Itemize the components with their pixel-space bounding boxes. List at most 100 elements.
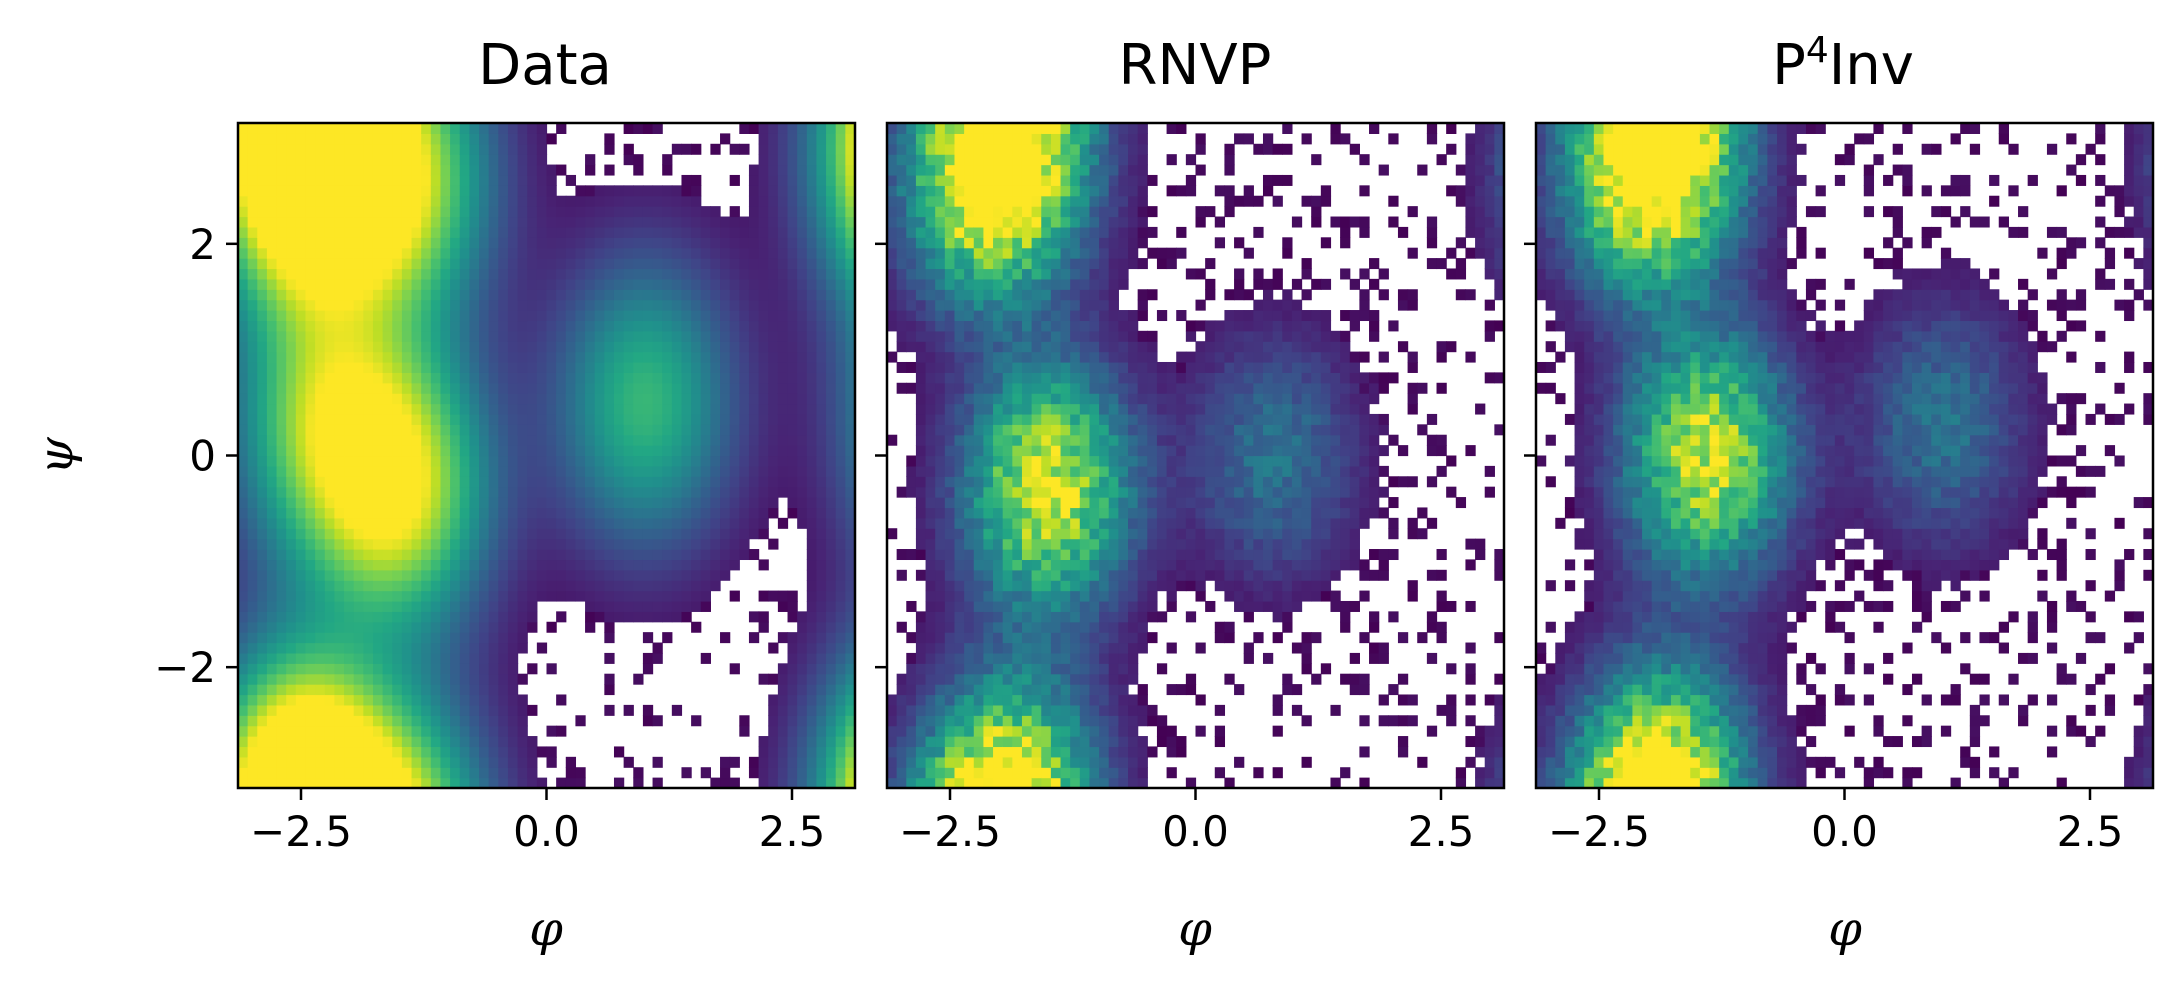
heatmap-cell xyxy=(440,704,451,716)
heatmap-cell xyxy=(845,143,856,155)
heatmap-cell xyxy=(633,237,644,249)
heatmap-cell xyxy=(964,237,975,249)
heatmap-cell xyxy=(1031,403,1042,415)
heatmap-cell xyxy=(954,393,965,405)
heatmap-cell xyxy=(266,465,278,477)
heatmap-cell xyxy=(257,341,268,353)
heatmap-cell xyxy=(983,403,994,415)
heatmap-cell xyxy=(450,767,461,779)
heatmap-cell xyxy=(238,580,249,592)
heatmap-cell xyxy=(286,580,297,592)
heatmap-cell xyxy=(536,559,548,571)
heatmap-cell xyxy=(401,299,413,311)
heatmap-cell xyxy=(681,393,692,405)
heatmap-cell xyxy=(806,226,818,238)
heatmap-cell xyxy=(344,216,355,228)
heatmap-cell xyxy=(954,413,965,425)
heatmap-cell xyxy=(238,372,249,384)
heatmap-cell xyxy=(944,611,956,623)
heatmap-cell xyxy=(295,652,307,664)
heatmap-cell xyxy=(758,517,769,529)
heatmap-cell xyxy=(498,736,509,748)
heatmap-cell xyxy=(392,476,403,488)
heatmap-cell xyxy=(1079,174,1091,186)
heatmap-cell xyxy=(944,767,956,779)
heatmap-cell xyxy=(507,382,519,394)
heatmap-cell xyxy=(430,247,442,259)
heatmap-cell xyxy=(295,424,307,436)
heatmap-cell xyxy=(585,226,596,238)
heatmap-cell xyxy=(983,341,994,353)
heatmap-cell xyxy=(594,476,605,488)
heatmap-cell xyxy=(613,258,625,270)
heatmap-cell xyxy=(469,590,480,602)
heatmap-cell xyxy=(565,237,577,249)
heatmap-cell xyxy=(401,237,413,249)
heatmap-cell xyxy=(401,559,413,571)
heatmap-cell xyxy=(826,663,837,675)
heatmap-cell xyxy=(305,195,316,207)
heatmap-cell xyxy=(691,590,702,602)
heatmap-cell xyxy=(305,445,316,457)
heatmap-cell xyxy=(691,206,702,218)
heatmap-cell xyxy=(585,247,596,259)
heatmap-cell xyxy=(983,580,994,592)
heatmap-cell xyxy=(758,278,769,290)
heatmap-cell xyxy=(691,621,702,633)
heatmap-cell xyxy=(556,549,567,561)
heatmap-cell xyxy=(633,361,644,373)
heatmap-cell xyxy=(1099,310,1110,322)
heatmap-cell xyxy=(710,310,721,322)
heatmap-cell xyxy=(344,777,355,789)
heatmap-cell xyxy=(604,413,615,425)
heatmap-cell xyxy=(925,642,936,654)
heatmap-cell xyxy=(1089,621,1100,633)
heatmap-cell xyxy=(266,569,278,581)
heatmap-cell xyxy=(266,289,278,301)
heatmap-cell xyxy=(1060,507,1071,519)
heatmap-cell xyxy=(613,320,625,332)
heatmap-cell xyxy=(430,226,442,238)
heatmap-cell xyxy=(363,756,374,768)
heatmap-cell xyxy=(392,497,403,509)
heatmap-cell xyxy=(887,715,898,727)
heatmap-cell xyxy=(286,465,297,477)
heatmap-cell xyxy=(1002,216,1013,228)
heatmap-cell xyxy=(594,341,605,353)
heatmap-cell xyxy=(324,736,336,748)
heatmap-cell xyxy=(806,361,818,373)
heatmap-cell xyxy=(401,320,413,332)
heatmap-cell xyxy=(334,413,345,425)
heatmap-cell xyxy=(305,621,316,633)
heatmap-cell xyxy=(887,289,898,301)
heatmap-cell xyxy=(896,278,907,290)
heatmap-cell xyxy=(925,237,936,249)
heatmap-cell xyxy=(1050,528,1062,540)
heatmap-cell xyxy=(315,143,326,155)
heatmap-cell xyxy=(710,330,721,342)
heatmap-cell xyxy=(973,611,985,623)
heatmap-cell xyxy=(286,361,297,373)
heatmap-cell xyxy=(421,455,432,467)
heatmap-cell xyxy=(935,278,946,290)
heatmap-cell xyxy=(623,455,634,467)
heatmap-cell xyxy=(915,465,927,477)
heatmap-cell xyxy=(305,434,316,446)
heatmap-cell xyxy=(344,278,355,290)
heatmap-cell xyxy=(469,486,480,498)
heatmap-cell xyxy=(1089,164,1100,176)
heatmap-cell xyxy=(556,123,567,134)
heatmap-cell xyxy=(816,351,827,363)
heatmap-cell xyxy=(1089,632,1100,644)
heatmap-cell xyxy=(517,310,528,322)
heatmap-cell xyxy=(739,424,750,436)
heatmap-cell xyxy=(585,310,596,322)
heatmap-cell xyxy=(440,434,451,446)
heatmap-cell xyxy=(382,164,393,176)
heatmap-cell xyxy=(1031,632,1042,644)
heatmap-cell xyxy=(392,684,403,696)
heatmap-cell xyxy=(392,195,403,207)
heatmap-cell xyxy=(498,580,509,592)
heatmap-cell xyxy=(1012,777,1023,789)
heatmap-cell xyxy=(334,341,345,353)
